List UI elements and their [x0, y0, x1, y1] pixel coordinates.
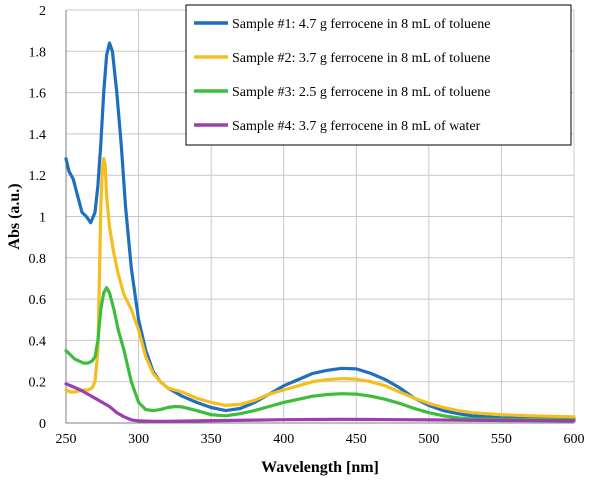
x-tick-label: 250	[56, 432, 77, 447]
x-tick-labels: 250 300 350 400 450 500 550 600	[56, 432, 585, 447]
legend-label-2: Sample #2: 3.7 g ferrocene in 8 mL of to…	[232, 51, 490, 66]
legend-label-1: Sample #1: 4.7 g ferrocene in 8 mL of to…	[232, 17, 490, 32]
y-tick-label: 0.8	[29, 252, 47, 267]
y-tick-labels: 0 0.2 0.4 0.6 0.8 1 1.2 1.4 1.6 1.8 2	[29, 4, 47, 432]
chart-legend: Sample #1: 4.7 g ferrocene in 8 mL of to…	[185, 4, 572, 146]
y-axis-title: Abs (a.u.)	[6, 183, 23, 249]
y-tick-label: 1	[39, 211, 46, 226]
y-tick-label: 1.4	[29, 128, 47, 143]
x-tick-label: 500	[418, 432, 439, 447]
x-axis-title: Wavelength [nm]	[261, 459, 379, 476]
y-tick-label: 1.2	[29, 169, 47, 184]
x-tick-label: 450	[346, 432, 367, 447]
x-tick-label: 550	[491, 432, 512, 447]
y-tick-label: 0	[39, 417, 46, 432]
x-tick-label: 350	[201, 432, 222, 447]
legend-label-4: Sample #4: 3.7 g ferrocene in 8 mL of wa…	[232, 119, 481, 134]
chart-axes	[65, 10, 574, 424]
y-tick-label: 2	[39, 4, 46, 19]
series-line-4	[64, 382, 576, 423]
chart-series	[64, 41, 576, 423]
y-tick-label: 0.6	[29, 293, 47, 308]
y-tick-label: 1.6	[29, 87, 47, 102]
y-tick-label: 0.4	[29, 334, 47, 349]
legend-box	[185, 4, 572, 146]
x-tick-label: 400	[273, 432, 294, 447]
x-tick-label: 600	[564, 432, 585, 447]
y-tick-label: 0.2	[29, 376, 47, 391]
series-line-3	[64, 286, 576, 422]
legend-label-3: Sample #3: 2.5 g ferrocene in 8 mL of to…	[232, 85, 490, 100]
y-tick-label: 1.8	[29, 45, 47, 60]
series-line-1	[64, 41, 576, 421]
series-line-2	[64, 157, 576, 419]
x-tick-label: 300	[128, 432, 149, 447]
